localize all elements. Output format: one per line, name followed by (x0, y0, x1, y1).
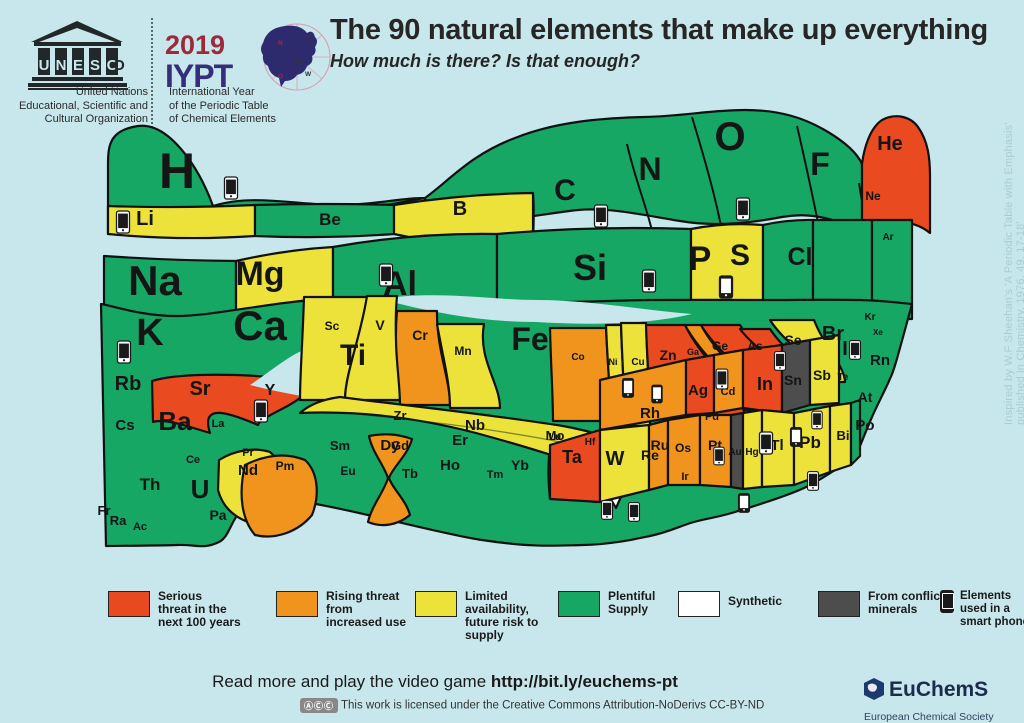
svg-text:Ge: Ge (712, 339, 728, 353)
svg-text:W: W (606, 448, 625, 470)
svg-text:Pd: Pd (705, 411, 719, 423)
svg-text:O: O (714, 115, 745, 159)
svg-text:Rh: Rh (640, 405, 660, 422)
svg-text:Ni: Ni (609, 357, 618, 367)
svg-text:Po: Po (855, 417, 874, 434)
svg-text:Dy: Dy (380, 437, 400, 454)
svg-text:Li: Li (136, 208, 154, 230)
svg-text:Pa: Pa (209, 507, 226, 523)
svg-text:Ce: Ce (186, 454, 200, 466)
svg-text:Pb: Pb (799, 433, 821, 452)
svg-text:Zr: Zr (394, 408, 407, 423)
svg-text:Te: Te (838, 372, 849, 383)
svg-text:I: I (842, 338, 848, 360)
svg-text:Th: Th (140, 475, 161, 494)
svg-text:C: C (554, 174, 576, 207)
svg-text:Cu: Cu (631, 357, 644, 368)
svg-text:Fr: Fr (98, 503, 111, 518)
svg-text:P: P (689, 240, 712, 278)
svg-text:Ca: Ca (233, 302, 287, 349)
svg-text:Xe: Xe (873, 328, 883, 337)
svg-text:H: H (159, 143, 195, 199)
svg-text:Ne: Ne (865, 189, 881, 203)
svg-text:Sr: Sr (189, 378, 210, 400)
svg-text:U: U (191, 474, 210, 504)
svg-text:Ir: Ir (681, 471, 689, 483)
svg-text:Hg: Hg (745, 447, 758, 458)
svg-text:Eu: Eu (340, 464, 355, 478)
svg-text:Rb: Rb (115, 373, 142, 395)
svg-text:La: La (212, 418, 226, 430)
svg-text:Ar: Ar (882, 232, 893, 243)
svg-text:Ac: Ac (133, 521, 147, 533)
svg-text:B: B (453, 198, 467, 220)
svg-text:As: As (747, 339, 763, 353)
svg-text:Sm: Sm (330, 438, 350, 453)
svg-text:Ru: Ru (651, 437, 670, 453)
svg-text:Kr: Kr (864, 312, 875, 323)
svg-text:Au: Au (728, 447, 741, 458)
svg-text:Cs: Cs (115, 417, 134, 434)
svg-text:K: K (136, 312, 164, 354)
svg-text:Er: Er (452, 432, 468, 449)
svg-text:Sc: Sc (325, 319, 340, 333)
svg-text:In: In (757, 374, 773, 394)
svg-text:Lu: Lu (549, 432, 561, 443)
svg-text:Y: Y (265, 382, 276, 399)
svg-text:F: F (810, 146, 830, 182)
svg-text:N: N (638, 151, 661, 187)
svg-text:Co: Co (571, 352, 584, 363)
svg-text:Ga: Ga (687, 347, 700, 357)
svg-text:Be: Be (319, 210, 341, 229)
svg-text:Cl: Cl (788, 243, 813, 271)
svg-text:Tb: Tb (402, 466, 418, 481)
svg-text:He: He (877, 133, 903, 155)
svg-text:Ag: Ag (688, 382, 708, 399)
svg-text:Zn: Zn (659, 347, 676, 363)
svg-text:V: V (375, 317, 385, 333)
svg-text:At: At (858, 389, 873, 405)
svg-text:Si: Si (573, 247, 607, 288)
svg-text:Tm: Tm (487, 469, 504, 481)
svg-text:S: S (730, 239, 750, 272)
svg-text:Mg: Mg (235, 255, 284, 293)
svg-text:Se: Se (784, 332, 801, 348)
svg-text:Ra: Ra (110, 513, 127, 528)
svg-text:Fe: Fe (511, 321, 548, 357)
svg-text:Na: Na (128, 257, 182, 304)
svg-text:Ba: Ba (158, 406, 192, 436)
svg-text:Os: Os (675, 441, 691, 455)
svg-text:Ti: Ti (340, 339, 366, 372)
svg-text:Pm: Pm (276, 459, 295, 473)
svg-text:Pr: Pr (242, 447, 254, 459)
svg-text:Yb: Yb (511, 457, 529, 473)
svg-text:Bi: Bi (837, 428, 850, 443)
svg-text:Br: Br (822, 323, 844, 345)
svg-text:Rn: Rn (870, 352, 890, 369)
svg-text:Nb: Nb (465, 417, 485, 434)
svg-text:Ho: Ho (440, 457, 460, 474)
svg-text:Nd: Nd (238, 462, 258, 479)
svg-text:Mn: Mn (454, 344, 471, 358)
svg-text:Sn: Sn (784, 372, 802, 388)
svg-text:Sb: Sb (813, 367, 831, 383)
svg-text:Hf: Hf (585, 437, 596, 448)
svg-text:Ta: Ta (562, 447, 583, 467)
svg-text:Cr: Cr (412, 327, 428, 343)
